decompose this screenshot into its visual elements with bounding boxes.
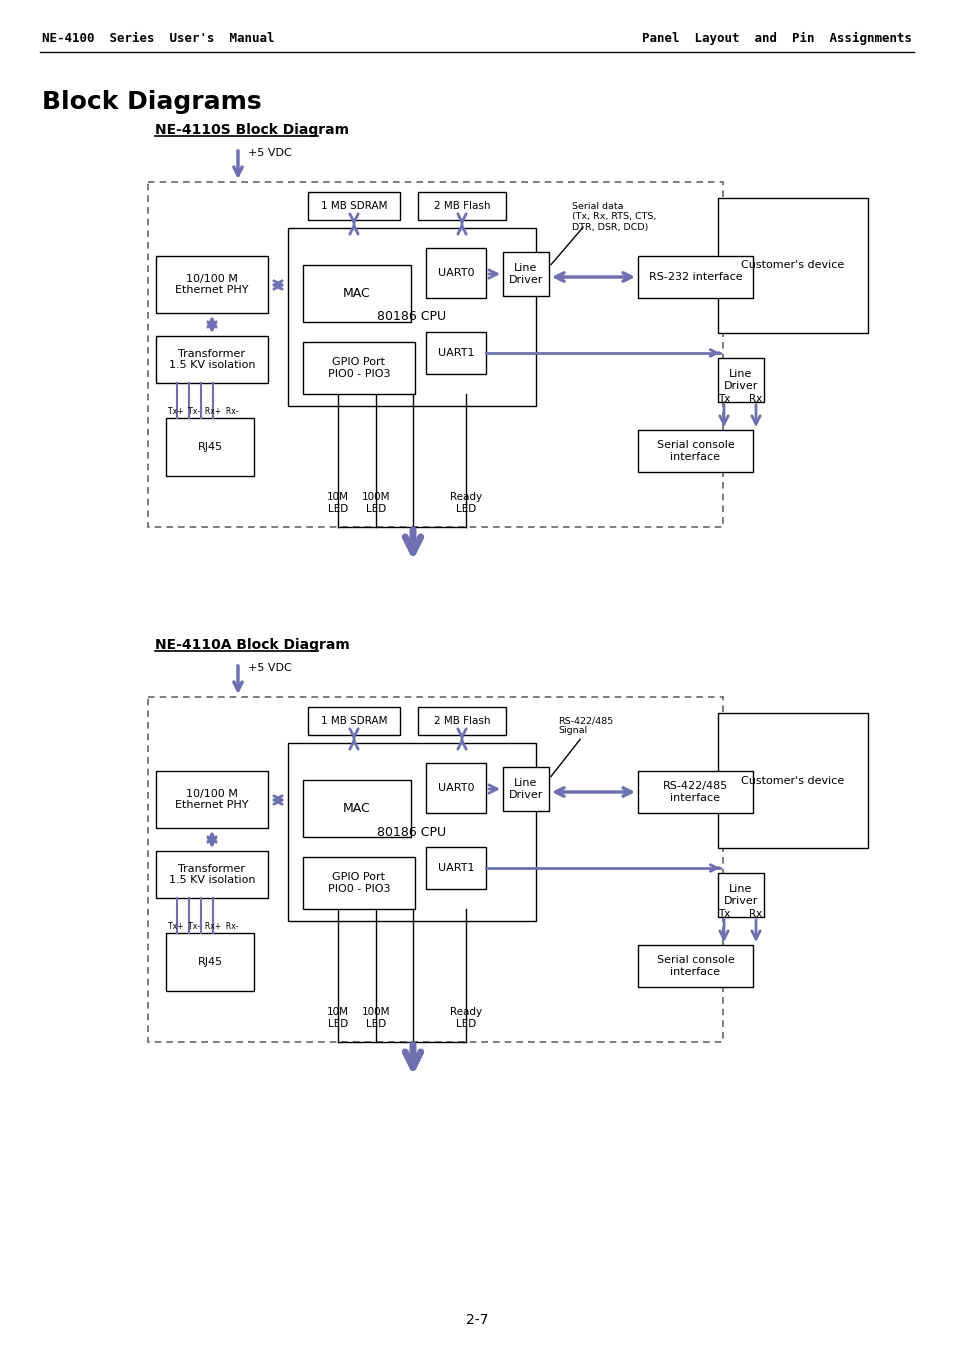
Text: 80186 CPU: 80186 CPU <box>377 311 446 323</box>
Text: Serial data
(Tx, Rx, RTS, CTS,
DTR, DSR, DCD): Serial data (Tx, Rx, RTS, CTS, DTR, DSR,… <box>572 203 656 232</box>
Text: Line
Driver: Line Driver <box>723 884 758 905</box>
FancyBboxPatch shape <box>166 417 253 476</box>
FancyBboxPatch shape <box>638 255 752 299</box>
Text: Tx: Tx <box>717 394 729 404</box>
FancyBboxPatch shape <box>426 847 485 889</box>
FancyBboxPatch shape <box>417 707 505 735</box>
FancyBboxPatch shape <box>148 697 722 1042</box>
Text: 2 MB Flash: 2 MB Flash <box>434 716 490 725</box>
Text: RJ45: RJ45 <box>197 442 222 453</box>
FancyBboxPatch shape <box>303 780 411 838</box>
Text: 10/100 M
Ethernet PHY: 10/100 M Ethernet PHY <box>175 789 249 811</box>
Text: Line
Driver: Line Driver <box>508 263 542 285</box>
FancyBboxPatch shape <box>426 249 485 299</box>
FancyBboxPatch shape <box>718 358 763 403</box>
FancyBboxPatch shape <box>156 851 268 898</box>
Text: Panel  Layout  and  Pin  Assignments: Panel Layout and Pin Assignments <box>641 32 911 45</box>
FancyBboxPatch shape <box>718 199 867 332</box>
Text: Serial console
interface: Serial console interface <box>656 440 734 462</box>
Text: 2-7: 2-7 <box>465 1313 488 1327</box>
FancyBboxPatch shape <box>303 265 411 322</box>
Text: Customer's device: Customer's device <box>740 775 843 785</box>
FancyBboxPatch shape <box>308 192 399 220</box>
FancyBboxPatch shape <box>166 934 253 992</box>
Text: 100M
LED: 100M LED <box>361 492 390 513</box>
Text: Customer's device: Customer's device <box>740 261 843 270</box>
FancyBboxPatch shape <box>156 771 268 828</box>
Text: NE-4100  Series  User's  Manual: NE-4100 Series User's Manual <box>42 32 274 45</box>
Text: RJ45: RJ45 <box>197 957 222 967</box>
FancyBboxPatch shape <box>718 873 763 917</box>
FancyBboxPatch shape <box>638 944 752 988</box>
Text: Transformer
1.5 KV isolation: Transformer 1.5 KV isolation <box>169 349 255 370</box>
Text: Rx: Rx <box>749 394 761 404</box>
Text: GPIO Port
PIO0 - PIO3: GPIO Port PIO0 - PIO3 <box>328 357 390 378</box>
Text: RS-422/485
interface: RS-422/485 interface <box>662 781 727 802</box>
FancyBboxPatch shape <box>417 192 505 220</box>
FancyBboxPatch shape <box>156 336 268 382</box>
Text: 10M
LED: 10M LED <box>327 1006 349 1028</box>
Text: 1 MB SDRAM: 1 MB SDRAM <box>320 201 387 211</box>
Text: Rx: Rx <box>749 909 761 919</box>
Text: 80186 CPU: 80186 CPU <box>377 825 446 839</box>
FancyBboxPatch shape <box>426 763 485 813</box>
Text: +5 VDC: +5 VDC <box>248 663 292 673</box>
Text: MAC: MAC <box>343 802 371 815</box>
Text: Tx+  Tx-  Rx+  Rx-: Tx+ Tx- Rx+ Rx- <box>168 921 238 931</box>
Text: UART0: UART0 <box>437 784 474 793</box>
Text: 100M
LED: 100M LED <box>361 1006 390 1028</box>
FancyBboxPatch shape <box>148 182 722 527</box>
Text: Block Diagrams: Block Diagrams <box>42 91 261 113</box>
Text: Serial console
interface: Serial console interface <box>656 955 734 977</box>
Text: Transformer
1.5 KV isolation: Transformer 1.5 KV isolation <box>169 863 255 885</box>
FancyBboxPatch shape <box>303 342 415 394</box>
FancyBboxPatch shape <box>638 430 752 471</box>
FancyBboxPatch shape <box>288 228 536 407</box>
Text: RS-232 interface: RS-232 interface <box>648 272 741 282</box>
FancyBboxPatch shape <box>502 767 548 811</box>
Text: 10M
LED: 10M LED <box>327 492 349 513</box>
Text: NE-4110S Block Diagram: NE-4110S Block Diagram <box>154 123 349 136</box>
FancyBboxPatch shape <box>308 707 399 735</box>
Text: Tx+  Tx-  Rx+  Rx-: Tx+ Tx- Rx+ Rx- <box>168 407 238 416</box>
Text: 2 MB Flash: 2 MB Flash <box>434 201 490 211</box>
FancyBboxPatch shape <box>288 743 536 921</box>
FancyBboxPatch shape <box>638 771 752 813</box>
Text: UART1: UART1 <box>437 349 474 358</box>
Text: UART1: UART1 <box>437 863 474 873</box>
Text: 10/100 M
Ethernet PHY: 10/100 M Ethernet PHY <box>175 274 249 296</box>
FancyBboxPatch shape <box>718 713 867 848</box>
Text: GPIO Port
PIO0 - PIO3: GPIO Port PIO0 - PIO3 <box>328 873 390 894</box>
Text: MAC: MAC <box>343 286 371 300</box>
FancyBboxPatch shape <box>426 332 485 374</box>
Text: Line
Driver: Line Driver <box>723 369 758 390</box>
Text: Ready
LED: Ready LED <box>450 1006 481 1028</box>
Text: Line
Driver: Line Driver <box>508 778 542 800</box>
Text: +5 VDC: +5 VDC <box>248 149 292 158</box>
Text: RS-422/485
Signal: RS-422/485 Signal <box>558 716 613 735</box>
Text: 1 MB SDRAM: 1 MB SDRAM <box>320 716 387 725</box>
Text: UART0: UART0 <box>437 267 474 278</box>
FancyBboxPatch shape <box>156 255 268 313</box>
Text: Tx: Tx <box>717 909 729 919</box>
Text: NE-4110A Block Diagram: NE-4110A Block Diagram <box>154 638 350 653</box>
Text: Ready
LED: Ready LED <box>450 492 481 513</box>
FancyBboxPatch shape <box>502 253 548 296</box>
FancyBboxPatch shape <box>303 857 415 909</box>
